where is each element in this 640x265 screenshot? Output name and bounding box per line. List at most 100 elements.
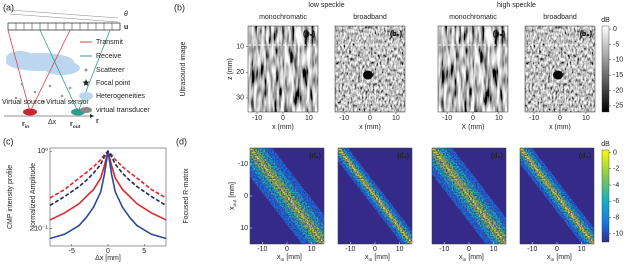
subpanel-tag: (d₂) (397, 153, 409, 160)
group-label: low speckle (308, 2, 344, 9)
colorbar-label: dB (601, 141, 610, 148)
x-tick-label: -5 (69, 248, 75, 255)
speckle (438, 26, 508, 112)
x-axis-label: xin [mm] (277, 254, 302, 263)
x-tick-label: 0 (555, 246, 559, 253)
colorbar (601, 25, 610, 113)
diagonal-band (338, 148, 412, 244)
colorbar-tick-label: -10 (613, 231, 623, 238)
colorbar-tick-label: -25 (613, 103, 623, 110)
colorbar-tick-label: -20 (613, 87, 623, 94)
subpanel-tag: (b₁) (303, 31, 315, 38)
legend-label: Focal point (96, 80, 130, 87)
legend-label: Receive (96, 53, 121, 60)
x-tick-label: -10 (257, 246, 267, 253)
diagonal (432, 148, 506, 244)
colorbar-tick-label: -15 (613, 72, 623, 79)
z-tick-label: 20 (236, 69, 244, 76)
diagonal (520, 148, 594, 244)
x-axis-label-unit: [mm] (556, 254, 572, 261)
x-axis-label-sub: in (369, 257, 373, 263)
row-label: CMP intensity profile (7, 165, 14, 229)
x-axis-label-unit: [mm] (468, 254, 484, 261)
subpanel-tag: (d₁) (309, 153, 321, 160)
colorbar-tick-label: 0 (613, 26, 617, 33)
group-label: high speckle (497, 2, 536, 9)
subpanel-tag: (d₄) (579, 153, 591, 160)
r-out-label-sub: out (73, 124, 81, 130)
r-in-label: rin (22, 121, 29, 130)
panel-label: (c) (3, 136, 14, 146)
y-tick-label: 0 (244, 193, 248, 200)
x-axis-label-unit: [mm] (374, 254, 390, 261)
r-matrix-image (432, 148, 506, 244)
z-tick-label: 10 (236, 43, 244, 50)
row-label: Focused R-matrix (183, 168, 190, 224)
x-axis-label-symbol: x (365, 254, 369, 261)
r-out-label: rout (70, 121, 81, 130)
x-axis-label-sub: in (463, 257, 467, 263)
x-tick-label: -10 (345, 246, 355, 253)
legend-label: Scatterer (96, 67, 125, 74)
x-tick-label: 10 (305, 115, 313, 122)
speckle (248, 26, 318, 112)
ultrasound-image (335, 26, 405, 112)
x-axis-label: Δx [mm] (95, 255, 121, 262)
x-axis-label: xin [mm] (547, 254, 572, 263)
z-tick-label: 30 (236, 95, 244, 102)
r-matrix-image (250, 148, 324, 244)
subpanel-tag: (b₃) (493, 31, 505, 38)
x-tick-label: 10 (495, 115, 503, 122)
colorbar-tick-label: -5 (613, 41, 619, 48)
r-axis-label: r (96, 118, 99, 125)
x-axis-label-sub: in (551, 257, 555, 263)
ultrasound-image (438, 26, 508, 112)
y-tick-label: 10⁰ (37, 147, 48, 155)
colorbar-tick-label: -2 (613, 166, 619, 173)
x-tick-label: 0 (106, 248, 110, 255)
x-axis-label: X (mm) (462, 124, 485, 131)
ultrasound-image (525, 26, 595, 112)
lesion (363, 70, 373, 80)
diagonal-band (432, 148, 506, 244)
profile-line (49, 150, 167, 199)
subpanel-tag: (b₂) (390, 31, 402, 38)
plot-frame (49, 147, 167, 247)
lesion (553, 70, 563, 80)
column-label: broadband (353, 14, 387, 21)
legend-label: Transmit (96, 39, 123, 46)
diagonal-band (250, 148, 324, 244)
virtual-sensor-label: Virtual sensor (46, 99, 89, 106)
x-tick-label: 10 (490, 246, 498, 253)
angle-label: θ (124, 11, 128, 18)
x-tick-label: 10 (308, 246, 316, 253)
colorbar-tick-label: -8 (613, 214, 619, 221)
x-axis-label: x (mm) (549, 124, 571, 131)
colorbar-label: dB (601, 17, 610, 24)
x-tick-label: 0 (368, 115, 372, 122)
colorbar-tick-label: -4 (613, 182, 619, 189)
x-tick-label: -10 (529, 115, 539, 122)
x-tick-label: 0 (471, 115, 475, 122)
y-axis-label: Normalized Amplitude (30, 163, 37, 231)
x-tick-label: 0 (373, 246, 377, 253)
speckle (525, 26, 595, 112)
r-matrix-image (338, 148, 412, 244)
x-axis-label: xin [mm] (365, 254, 390, 263)
x-axis-label-sub: in (281, 257, 285, 263)
schematic (4, 9, 121, 118)
diagonal (338, 148, 412, 244)
x-axis-label: x (mm) (272, 124, 294, 131)
r-in-label-symbol: r (22, 121, 25, 128)
colorbar-tick-label: -10 (613, 57, 623, 64)
r-in-label-sub: in (25, 124, 29, 130)
speckle (335, 26, 405, 112)
z-axis-label: z (mm) (227, 58, 234, 80)
panel-label: (b) (174, 2, 185, 12)
x-axis-label-unit: [mm] (286, 254, 302, 261)
x-tick-label: -10 (252, 115, 262, 122)
panel-label: (a) (3, 2, 14, 12)
x-tick-label: 10 (578, 246, 586, 253)
x-tick-label: 0 (558, 115, 562, 122)
array-label: u (124, 24, 128, 31)
